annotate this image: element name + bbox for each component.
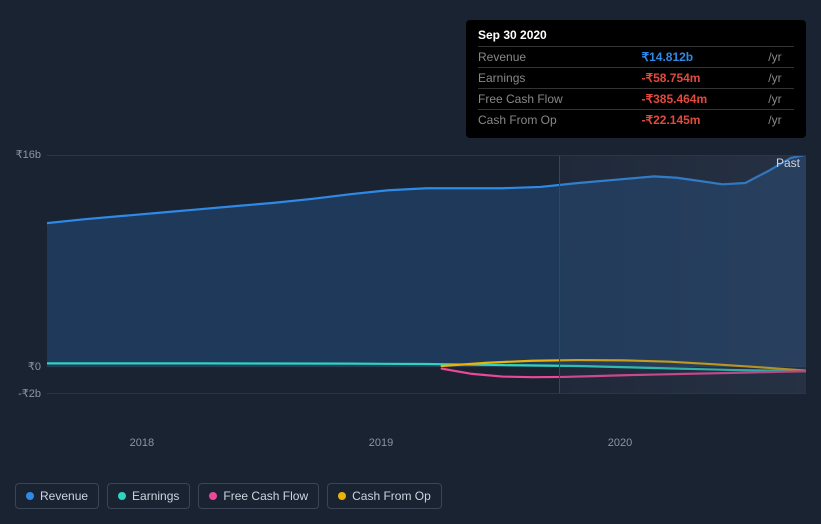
- tooltip-row-value: -₹58.754m: [641, 68, 768, 89]
- past-label: Past: [776, 156, 800, 170]
- tooltip-row: Revenue₹14.812b/yr: [478, 47, 794, 68]
- tooltip-row-value: ₹14.812b: [641, 47, 768, 68]
- legend-item-revenue[interactable]: Revenue: [15, 483, 99, 509]
- legend-item-free-cash-flow[interactable]: Free Cash Flow: [198, 483, 319, 509]
- legend-dot-icon: [26, 492, 34, 500]
- legend-dot-icon: [118, 492, 126, 500]
- tooltip-table: Revenue₹14.812b/yrEarnings-₹58.754m/yrFr…: [478, 46, 794, 130]
- x-axis-tick: 2019: [369, 437, 393, 449]
- tooltip-row-unit: /yr: [768, 47, 794, 68]
- legend-dot-icon: [209, 492, 217, 500]
- legend-label: Free Cash Flow: [223, 489, 308, 503]
- legend-label: Earnings: [132, 489, 179, 503]
- tooltip-row-label: Revenue: [478, 47, 641, 68]
- y-axis-tick: -₹2b: [11, 387, 41, 400]
- tooltip-row-label: Earnings: [478, 68, 641, 89]
- x-axis-tick: 2018: [130, 437, 154, 449]
- tooltip-row-label: Free Cash Flow: [478, 89, 641, 110]
- chart-legend: Revenue Earnings Free Cash Flow Cash From O…: [15, 483, 442, 509]
- y-axis-tick: ₹16b: [11, 148, 41, 161]
- legend-item-earnings[interactable]: Earnings: [107, 483, 190, 509]
- y-axis-tick: ₹0: [11, 360, 41, 373]
- tooltip-row: Free Cash Flow-₹385.464m/yr: [478, 89, 794, 110]
- chart-plot-area[interactable]: Past: [47, 155, 806, 394]
- tooltip-row-unit: /yr: [768, 68, 794, 89]
- past-highlight-region: [559, 156, 806, 393]
- legend-label: Cash From Op: [352, 489, 431, 503]
- x-axis-tick: 2020: [608, 437, 632, 449]
- tooltip-row-unit: /yr: [768, 89, 794, 110]
- legend-dot-icon: [338, 492, 346, 500]
- tooltip-row: Earnings-₹58.754m/yr: [478, 68, 794, 89]
- tooltip-row-value: -₹385.464m: [641, 89, 768, 110]
- legend-label: Revenue: [40, 489, 88, 503]
- financial-chart: ₹16b₹0-₹2b Past 201820192020: [15, 120, 806, 474]
- time-marker-line: [559, 156, 560, 393]
- legend-item-cash-from-op[interactable]: Cash From Op: [327, 483, 442, 509]
- tooltip-date: Sep 30 2020: [478, 28, 794, 42]
